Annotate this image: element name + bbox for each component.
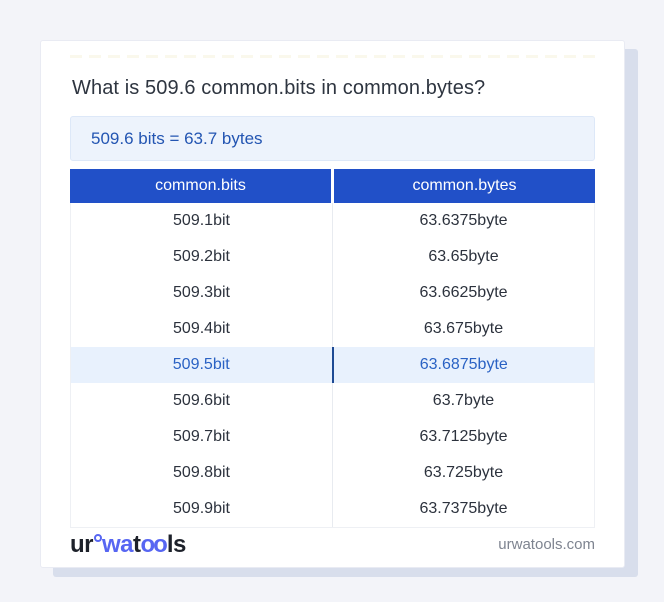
table-row: 509.3bit 63.6625byte [71,275,594,311]
decorative-dashed-line [70,55,595,58]
table-row: 509.6bit 63.7byte [71,383,594,419]
result-box: 509.6 bits = 63.7 bytes [70,116,595,161]
site-domain: urwatools.com [498,536,595,553]
bytes-cell: 63.7125byte [419,428,508,445]
table-body: 509.1bit 63.6375byte 509.2bit 63.65byte 509.… [70,203,595,528]
column-header-bytes: common.bytes [334,169,595,203]
bits-cell: 509.2bit [71,239,333,275]
bytes-cell: 63.6625byte [419,284,508,301]
bits-cell: 509.8bit [71,455,333,491]
bytes-cell: 63.675byte [423,320,504,337]
bytes-cell: 63.7byte [432,392,495,409]
result-text: 509.6 bits = 63.7 bytes [91,128,263,148]
logo-part-blue: oo [140,530,168,558]
logo-part-dark: ls [166,530,187,558]
conversion-table: common.bits common.bytes 509.1bit 63.6375… [70,169,595,528]
page-title: What is 509.6 common.bits in common.byte… [72,77,486,99]
bits-cell: 509.3bit [71,275,333,311]
table-row: 509.4bit 63.675byte [71,311,594,347]
bytes-cell[interactable]: 63.6875byte [419,356,508,373]
bytes-cell: 63.65byte [428,248,499,265]
table-row: 509.1bit 63.6375byte [71,203,594,239]
table-row: 509.2bit 63.65byte [71,239,594,275]
table-row: 509.5bit 63.6875byte [71,347,594,383]
bits-cell: 509.1bit [71,203,333,239]
bits-cell[interactable]: 509.5bit [71,347,334,383]
logo[interactable]: ur watools [70,530,187,558]
ring-icon [94,533,102,542]
card-footer: ur watools urwatools.com [70,522,595,567]
bits-cell: 509.4bit [71,311,333,347]
bytes-cell: 63.6375byte [419,212,508,229]
bits-cell: 509.7bit [71,419,333,455]
table-row: 509.9bit 63.7375byte [71,491,594,527]
logo-part-blue: wa [102,530,134,558]
converter-card: What is 509.6 common.bits in common.byte… [40,40,625,568]
table-header-row: common.bits common.bytes [70,169,595,203]
table-row: 509.7bit 63.7125byte [71,419,594,455]
bits-cell: 509.9bit [71,491,333,527]
bytes-cell: 63.7375byte [419,500,508,517]
bytes-cell: 63.725byte [423,464,504,481]
table-row: 509.8bit 63.725byte [71,455,594,491]
column-header-bits: common.bits [70,169,331,203]
logo-part-dark: t [133,530,141,558]
logo-part-dark: ur [70,530,94,558]
bits-cell: 509.6bit [71,383,333,419]
